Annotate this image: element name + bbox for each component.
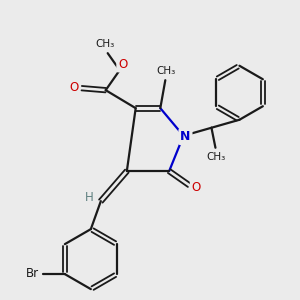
Text: CH₃: CH₃ (95, 39, 114, 49)
Text: H: H (85, 190, 93, 204)
Text: O: O (69, 81, 78, 94)
Text: Br: Br (26, 267, 39, 280)
Text: O: O (191, 181, 201, 194)
Text: O: O (118, 58, 127, 71)
Text: CH₃: CH₃ (207, 152, 226, 162)
Text: CH₃: CH₃ (157, 66, 176, 76)
Text: N: N (180, 130, 190, 143)
